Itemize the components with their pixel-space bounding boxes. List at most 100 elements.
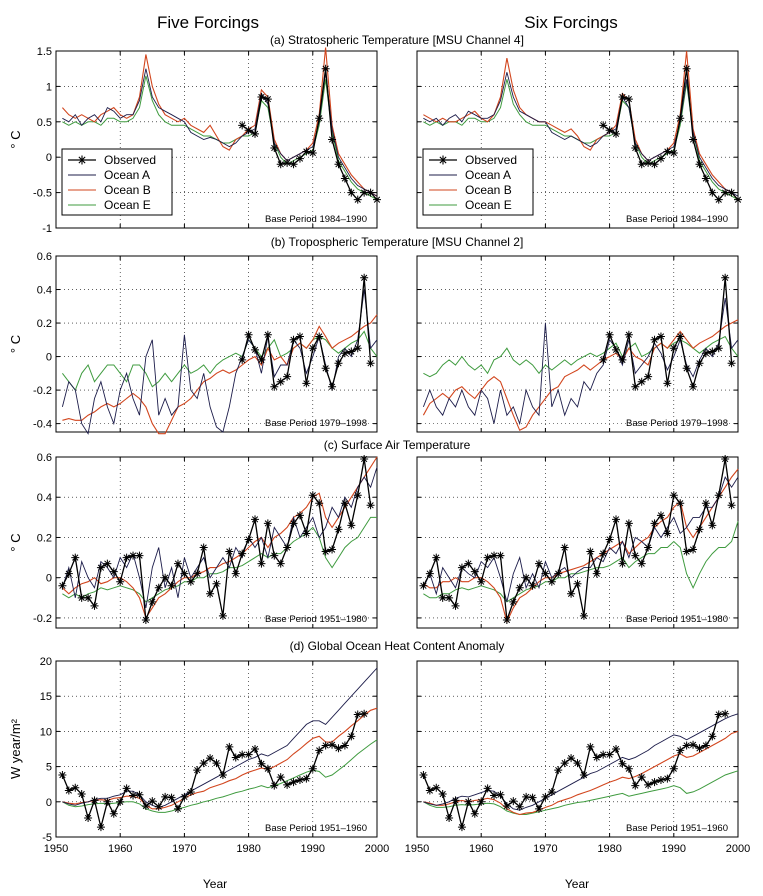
panel-b-0-line-ocean-e bbox=[62, 330, 378, 392]
panel-c-1-observed-point-8 bbox=[470, 567, 479, 576]
panel-d-1-base-period: Base Period 1951–1960 bbox=[626, 823, 728, 834]
panel-a-0-ytick-label-1: -0.5 bbox=[33, 188, 52, 200]
panel-c-0-observed-point-5 bbox=[90, 601, 99, 610]
panel-d-0-observed-point-6 bbox=[96, 823, 105, 832]
panel-c-0-observed-point-21 bbox=[193, 569, 202, 578]
panel-c-1-observed-point-7 bbox=[464, 559, 473, 568]
panel-d-0-observed-point-37 bbox=[295, 775, 304, 784]
panel-d-0-observed-point-45 bbox=[347, 732, 356, 741]
panel-b-1-frame bbox=[416, 255, 739, 433]
panel-d-0-xtick-label-4: 1990 bbox=[301, 843, 325, 855]
panel-b-0-observed-point-7 bbox=[283, 372, 292, 381]
panel-c-0-observed-point-33 bbox=[270, 551, 279, 560]
panel-c-1-observed-point-11 bbox=[490, 551, 499, 560]
panel-c-0-observed-point-2 bbox=[71, 553, 80, 562]
panel-a-0-observed-point-11 bbox=[308, 148, 317, 157]
panel-b-0-observed-point-11 bbox=[308, 344, 317, 353]
panel-c-0-ytick-label-0: -0.2 bbox=[33, 613, 52, 625]
panel-a-0-observed-point-4 bbox=[263, 95, 272, 104]
panel-d-1-observed-point-47 bbox=[721, 709, 730, 718]
panel-c-1-line-ocean-b bbox=[423, 468, 739, 624]
panel-d-0-xtick-label-1: 1960 bbox=[108, 843, 132, 855]
panel-d-1-line-ocean-a bbox=[423, 713, 739, 811]
panel-d-0-observed-point-32 bbox=[263, 764, 272, 773]
panel-d-1-observed-point-2 bbox=[432, 783, 441, 792]
panel-b-1-observed-point-1 bbox=[605, 330, 614, 339]
panel-b-1-observed-point-14 bbox=[689, 382, 698, 391]
panel-a-1-observed-point-11 bbox=[669, 148, 678, 157]
panel-d-0-observed-point-31 bbox=[257, 759, 266, 768]
panel-c-0-observed-point-15 bbox=[154, 583, 163, 592]
panel-b-0-observed-point-1 bbox=[244, 330, 253, 339]
panel-d-1-observed-point-22 bbox=[560, 759, 569, 768]
panel-d-1-frame bbox=[416, 660, 739, 838]
panel-b-0-observed-point-19 bbox=[360, 273, 369, 282]
panel-a-0-observed-point-19 bbox=[360, 188, 369, 197]
panel-d-1-observed-point-10 bbox=[483, 784, 492, 793]
panel-a-0-observed-point-21 bbox=[373, 195, 381, 204]
panel-a-1-observed-point-15 bbox=[695, 160, 704, 169]
panel-b-1-observed-point-0 bbox=[599, 355, 608, 364]
panel-c-1-observed-point-28 bbox=[599, 549, 608, 558]
panel-c-0-observed-point-18 bbox=[173, 559, 182, 568]
panel-d-0-observed-point-27 bbox=[231, 753, 240, 762]
panel-c-0-observed-point-38 bbox=[302, 529, 311, 538]
panel-title-b: (b) Tropospheric Temperature [MSU Channe… bbox=[271, 235, 524, 249]
panel-a-0-ytick-label-3: 0.5 bbox=[37, 117, 52, 129]
panel-c-1-observed-point-37 bbox=[656, 511, 665, 520]
panel-d-1-observed-point-23 bbox=[567, 754, 576, 763]
panel-a-1-observed-point-17 bbox=[708, 188, 717, 197]
panel-d-0-observed-point-25 bbox=[218, 771, 227, 780]
panel-a-1-observed-point-19 bbox=[721, 188, 730, 197]
panel-title-c: (c) Surface Air Temperature bbox=[324, 438, 471, 452]
panel-c-0-observed-point-37 bbox=[295, 511, 304, 520]
panel-b-1-observed-point-2 bbox=[612, 345, 621, 354]
panel-a-0-legend-star bbox=[77, 155, 87, 165]
panel-c-0-observed-point-36 bbox=[289, 519, 298, 528]
panel-b-0-observed-point-0 bbox=[238, 355, 247, 364]
panel-b-1-observed-point-8 bbox=[650, 335, 659, 344]
panel-d-1-observed-point-3 bbox=[438, 790, 447, 799]
panel-d-1-observed-point-14 bbox=[509, 797, 518, 806]
panel-a-0-observed-point-2 bbox=[251, 129, 260, 138]
panel-a-0-observed-point-10 bbox=[302, 147, 311, 156]
panel-c-1-observed-point-15 bbox=[515, 583, 524, 592]
panel-c-0-observed-point-7 bbox=[103, 559, 112, 568]
panel-c-0-observed-point-31 bbox=[257, 559, 266, 568]
panel-c-1-observed-point-23 bbox=[567, 589, 576, 598]
panel-b-0-observed-point-20 bbox=[366, 359, 375, 368]
panel-b-0-line-ocean-b bbox=[62, 314, 378, 435]
panel-c-0-line-ocean-e bbox=[62, 516, 377, 603]
panel-d-0-observed-point-7 bbox=[103, 797, 112, 806]
panel-a-1-observed-point-12 bbox=[676, 114, 685, 123]
panel-c-1-observed-point-34 bbox=[637, 559, 646, 568]
panel-a-0-observed-point-8 bbox=[289, 160, 298, 169]
panel-c-0-observed-point-0 bbox=[58, 581, 67, 590]
panel-d-1-line-observed bbox=[422, 713, 726, 828]
panel-d-1-observed-point-33 bbox=[631, 781, 640, 790]
panel-d-0-observed-point-47 bbox=[360, 709, 369, 718]
panel-c-1-observed-point-39 bbox=[669, 491, 678, 500]
panel-d-1-observed-point-12 bbox=[496, 790, 505, 799]
panel-d-0-observed-point-38 bbox=[302, 774, 311, 783]
panel-b-1-line-ocean-e bbox=[423, 335, 739, 378]
panel-a-1-observed-point-6 bbox=[637, 160, 646, 169]
panel-a-0-observed-point-13 bbox=[321, 64, 330, 73]
panel-d-0-observed-point-13 bbox=[141, 802, 150, 811]
panel-c-1-line-ocean-a bbox=[422, 476, 739, 602]
panel-c-0-observed-point-40 bbox=[315, 499, 324, 508]
panel-d-0-xtick-label-5: 2000 bbox=[365, 843, 389, 855]
panel-d-1-observed-point-19 bbox=[541, 792, 550, 801]
panel-a-0-observed-point-15 bbox=[334, 160, 343, 169]
panel-b-0-observed-point-2 bbox=[251, 345, 260, 354]
panel-c-0-observed-point-34 bbox=[276, 559, 285, 568]
panel-d-1-observed-point-18 bbox=[534, 804, 543, 813]
panel-b-0-ytick-label-3: 0.2 bbox=[37, 318, 52, 330]
panel-c-1-observed-point-32 bbox=[624, 519, 633, 528]
panel-d-1-observed-point-25 bbox=[579, 771, 588, 780]
panel-d-0-observed-point-28 bbox=[238, 750, 247, 759]
panel-a-0-observed-point-12 bbox=[315, 114, 324, 123]
panel-d-0-observed-point-16 bbox=[161, 792, 170, 801]
panel-d-0-observed-point-17 bbox=[167, 793, 176, 802]
panel-a-0-ytick-label-0: -1 bbox=[42, 223, 52, 235]
